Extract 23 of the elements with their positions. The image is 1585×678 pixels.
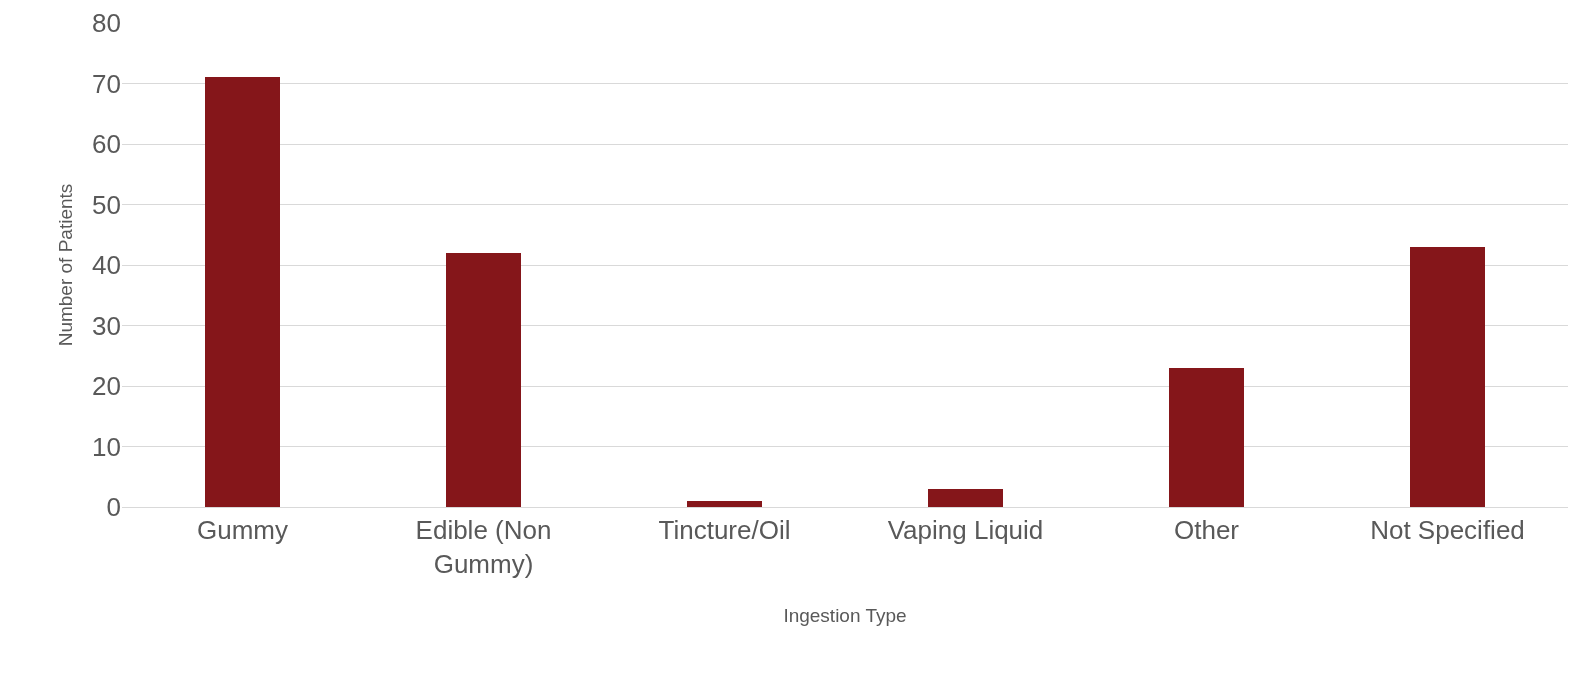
y-tick-label: 70	[92, 68, 121, 99]
bar	[928, 488, 1003, 507]
y-tick-label: 80	[92, 8, 121, 39]
y-tick-label: 50	[92, 189, 121, 220]
x-axis-title: Ingestion Type	[783, 604, 907, 626]
y-tick-label: 30	[92, 310, 121, 341]
bar	[446, 252, 521, 507]
y-tick-label: 10	[92, 431, 121, 462]
x-tick-label: Other	[1173, 515, 1240, 546]
y-tick-label: 20	[92, 371, 121, 402]
x-tick-label: Tincture/Oil	[658, 515, 791, 546]
bar	[1410, 246, 1485, 507]
bar	[1169, 367, 1244, 507]
y-axis-title: Number of Patients	[54, 183, 76, 347]
y-tick-label: 40	[92, 250, 121, 281]
x-tick-label: Not Specified	[1370, 515, 1525, 546]
x-tick-label: Vaping Liquid	[887, 515, 1044, 546]
y-tick-label: 60	[92, 129, 121, 160]
y-tick-label: 0	[106, 492, 121, 523]
bar	[687, 500, 762, 507]
x-tick-label: Edible (Non Gummy)	[415, 515, 552, 579]
x-tick-label: Gummy	[197, 515, 288, 546]
bar	[205, 77, 280, 507]
